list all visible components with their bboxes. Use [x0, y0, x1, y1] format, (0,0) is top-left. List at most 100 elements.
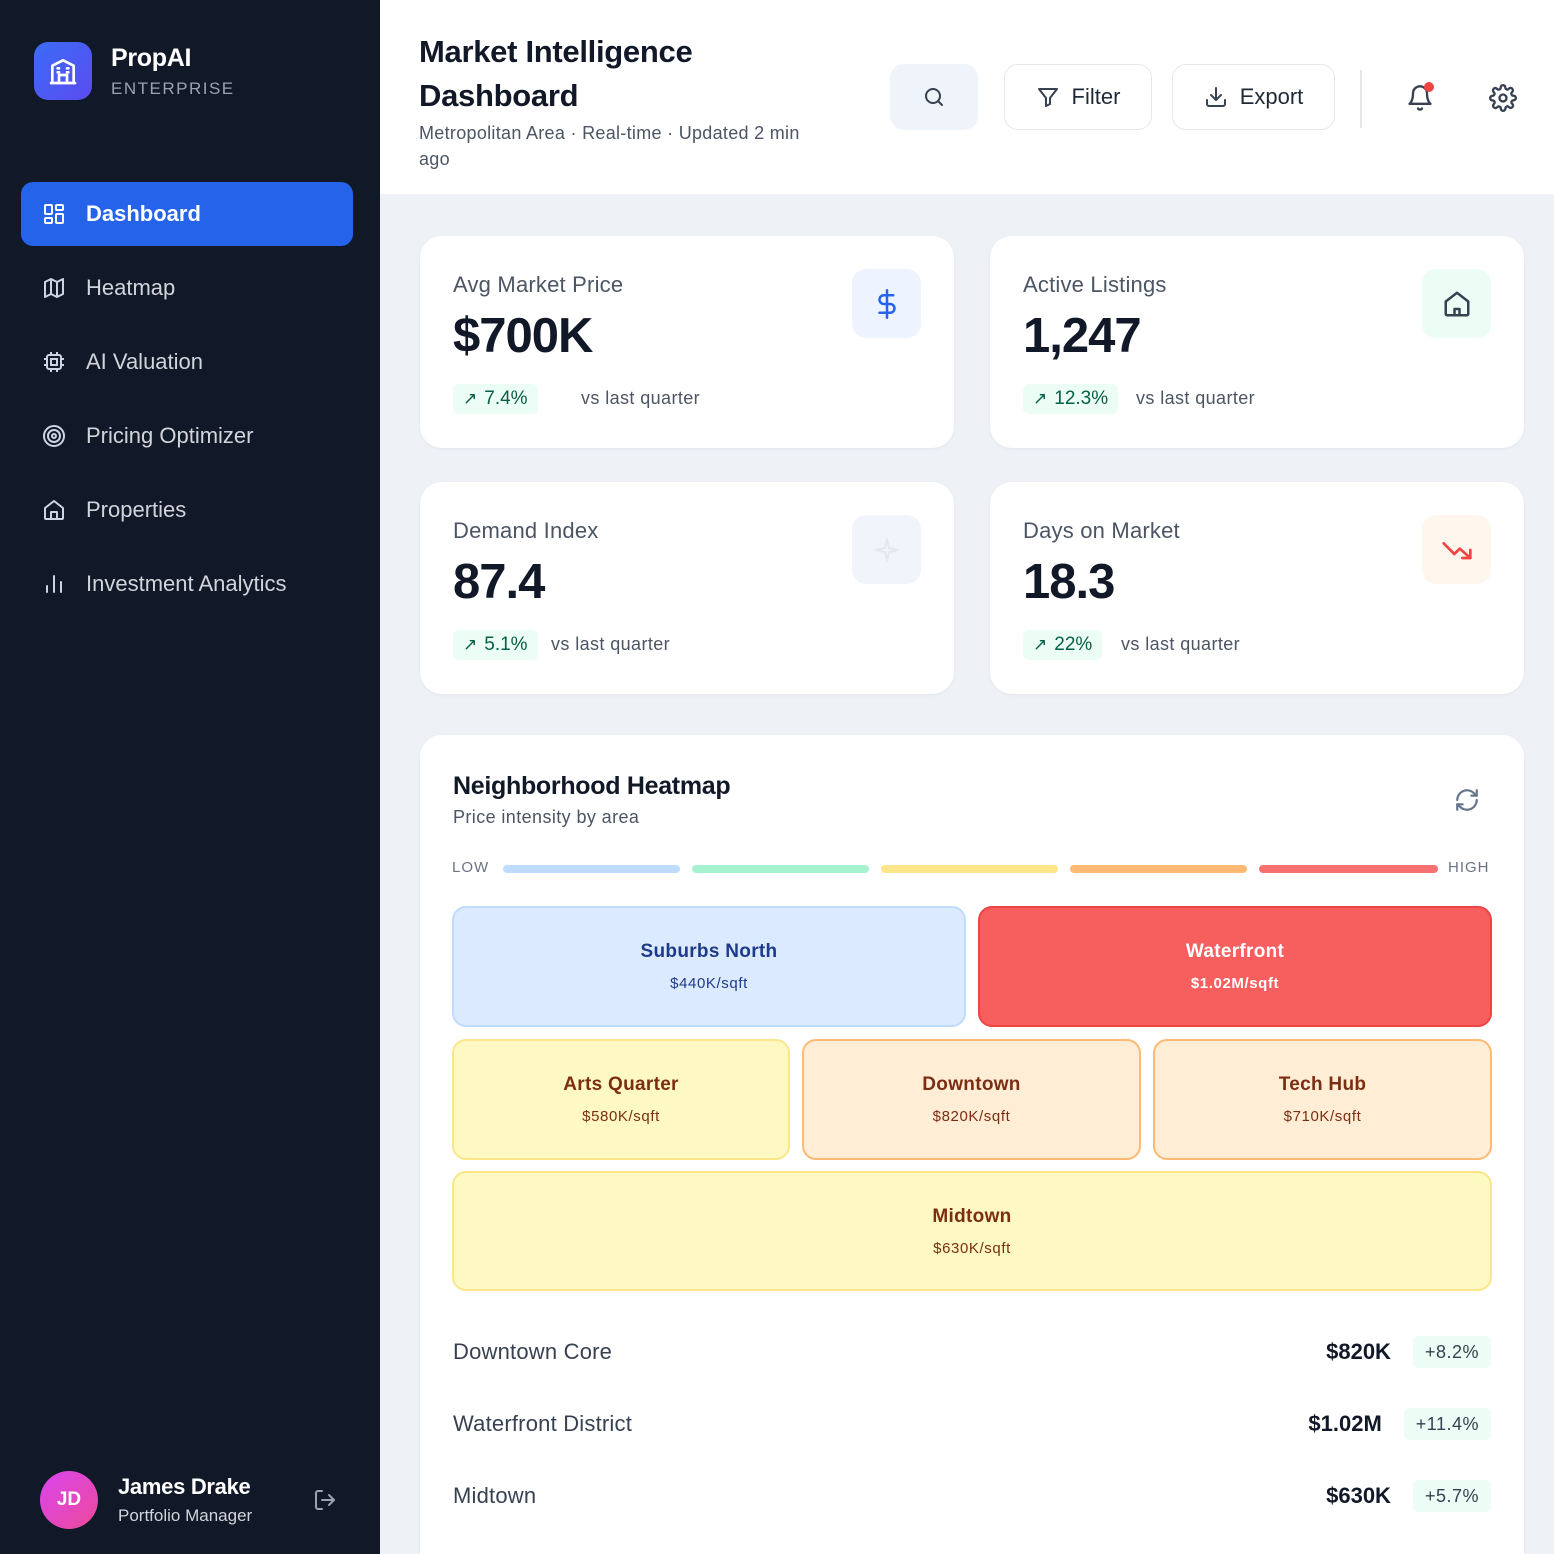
- page-title: Market Intelligence Dashboard: [419, 34, 693, 113]
- sidebar-item-ai-valuation[interactable]: AI Valuation: [21, 330, 353, 394]
- tile-name: Downtown: [922, 1074, 1021, 1095]
- stat-change-badge: ↗ 5.1%: [453, 630, 538, 660]
- arrow-up-right-icon: ↗: [1033, 389, 1048, 408]
- tile-name: Tech Hub: [1278, 1074, 1367, 1095]
- tile-price: $710K/sqft: [1283, 1108, 1362, 1125]
- sidebar-item-dashboard[interactable]: Dashboard: [21, 182, 353, 246]
- stat-card-active-listings[interactable]: Active Listings 1,247 ↗ 12.3% vs last qua…: [990, 236, 1524, 448]
- sparkle-icon: [852, 515, 921, 584]
- sidebar-item-label: Pricing Optimizer: [86, 423, 254, 448]
- tile-name: Waterfront: [1185, 941, 1285, 962]
- dollar-icon: [852, 269, 921, 338]
- target-icon: [41, 423, 67, 449]
- heatmap-tile-tech-hub[interactable]: Tech Hub $710K/sqft: [1153, 1039, 1492, 1160]
- tile-name: Midtown: [932, 1205, 1012, 1227]
- sidebar-item-label: Heatmap: [86, 275, 176, 300]
- heatmap-tile-suburbs-north[interactable]: Suburbs North $440K/sqft: [452, 906, 966, 1027]
- stat-compare: vs last quarter: [581, 388, 701, 408]
- legend-segment: [1259, 865, 1438, 873]
- filter-button[interactable]: Filter: [1004, 64, 1152, 130]
- heatmap-tile-arts-quarter[interactable]: Arts Quarter $580K/sqft: [452, 1039, 790, 1160]
- bar-chart-icon: [41, 571, 67, 597]
- sidebar-item-investment-analytics[interactable]: Investment Analytics: [21, 552, 353, 616]
- chip-icon: [41, 349, 67, 375]
- sidebar-item-properties[interactable]: Properties: [21, 478, 353, 542]
- map-icon: [41, 275, 67, 301]
- user-role: Portfolio Manager: [118, 1506, 253, 1525]
- settings-button[interactable]: [1485, 80, 1521, 116]
- tile-price: $630K/sqft: [933, 1239, 1011, 1257]
- area-name: Downtown Core: [453, 1339, 613, 1364]
- sidebar-item-heatmap[interactable]: Heatmap: [21, 256, 353, 320]
- arrow-up-right-icon: ↗: [1033, 635, 1048, 654]
- logout-icon[interactable]: [310, 1485, 340, 1515]
- heatmap-tile-downtown[interactable]: Downtown $820K/sqft: [802, 1039, 1141, 1160]
- list-item[interactable]: Midtown $630K +5.7%: [453, 1476, 1491, 1516]
- home-icon: [1422, 269, 1491, 338]
- stat-label: Days on Market: [1023, 518, 1180, 543]
- notifications-button[interactable]: [1402, 80, 1438, 116]
- tile-price: $820K/sqft: [932, 1108, 1011, 1125]
- area-name: Waterfront District: [453, 1411, 633, 1436]
- refresh-icon[interactable]: [1452, 785, 1482, 815]
- tile-price: $440K/sqft: [670, 975, 748, 992]
- sidebar-item-pricing-optimizer[interactable]: Pricing Optimizer: [21, 404, 353, 468]
- bell-icon: [1408, 85, 1432, 111]
- filter-label: Filter: [1071, 84, 1121, 109]
- sidebar: PropAI ENTERPRISE Dashboard Heatmap AI V…: [0, 0, 380, 1554]
- download-icon: [1204, 85, 1228, 109]
- arrow-up-right-icon: ↗: [463, 635, 478, 654]
- area-change-badge: +11.4%: [1403, 1408, 1491, 1440]
- stat-compare: vs last quarter: [1121, 634, 1241, 654]
- list-item[interactable]: Downtown Core $820K +8.2%: [453, 1332, 1491, 1372]
- heatmap-tile-midtown[interactable]: Midtown $630K/sqft: [452, 1171, 1492, 1291]
- tile-price: $580K/sqft: [582, 1108, 660, 1125]
- export-label: Export: [1239, 84, 1304, 109]
- area-price: $1.02M: [1308, 1411, 1382, 1436]
- legend-high-label: HIGH: [1448, 859, 1490, 876]
- export-button[interactable]: Export: [1172, 64, 1335, 130]
- header-divider: [1360, 70, 1362, 128]
- area-change-badge: +8.2%: [1412, 1336, 1491, 1368]
- area-name: Midtown: [453, 1483, 537, 1508]
- user-name: James Drake: [118, 1474, 251, 1499]
- stat-card-avg-market-price[interactable]: Avg Market Price $700K ↗ 7.4% vs last qua…: [420, 236, 954, 448]
- avatar[interactable]: JD: [40, 1471, 98, 1529]
- trending-down-icon: [1422, 515, 1491, 584]
- stat-label: Demand Index: [453, 518, 599, 543]
- stat-card-days-on-market[interactable]: Days on Market 18.3 ↗ 22% vs last quarter: [990, 482, 1524, 694]
- gear-icon: [1489, 84, 1517, 112]
- stat-compare: vs last quarter: [551, 634, 671, 654]
- tile-name: Arts Quarter: [563, 1074, 679, 1095]
- notification-dot: [1424, 82, 1434, 92]
- building-icon: [34, 42, 92, 100]
- sidebar-nav: Dashboard Heatmap AI Valuation Pricing O…: [21, 182, 353, 626]
- dashboard-icon: [41, 201, 67, 227]
- brand[interactable]: PropAI ENTERPRISE: [34, 42, 235, 100]
- stat-card-demand-index[interactable]: Demand Index 87.4 ↗ 5.1% vs last quarter: [420, 482, 954, 694]
- heatmap-subtitle: Price intensity by area: [453, 807, 640, 827]
- legend-segment: [692, 865, 869, 873]
- user-profile: JD James Drake Portfolio Manager: [40, 1471, 340, 1529]
- neighborhood-heatmap-card: Neighborhood Heatmap Price intensity by …: [420, 735, 1524, 1554]
- stat-label: Avg Market Price: [453, 272, 624, 297]
- stat-change-badge: ↗ 22%: [1023, 630, 1103, 660]
- legend-segment: [503, 865, 680, 873]
- brand-tier: ENTERPRISE: [111, 78, 235, 98]
- stat-value: 18.3: [1023, 555, 1115, 609]
- brand-name: PropAI: [111, 43, 192, 72]
- stat-value: 1,247: [1023, 309, 1142, 363]
- tile-price: $1.02M/sqft: [1190, 975, 1280, 992]
- area-price: $820K: [1326, 1339, 1391, 1364]
- heatmap-tile-waterfront[interactable]: Waterfront $1.02M/sqft: [978, 906, 1492, 1027]
- area-price: $630K: [1326, 1483, 1391, 1508]
- sidebar-item-label: AI Valuation: [86, 349, 204, 374]
- stat-value: 87.4: [453, 555, 545, 609]
- sidebar-item-label: Dashboard: [86, 201, 201, 226]
- list-item[interactable]: Waterfront District $1.02M +11.4%: [453, 1404, 1491, 1444]
- page-subtitle: Metropolitan Area · Real-time · Updated …: [419, 123, 800, 169]
- sidebar-item-label: Properties: [86, 497, 187, 522]
- area-change-badge: +5.7%: [1412, 1480, 1491, 1512]
- stat-compare: vs last quarter: [1136, 388, 1256, 408]
- search-button[interactable]: [890, 64, 978, 130]
